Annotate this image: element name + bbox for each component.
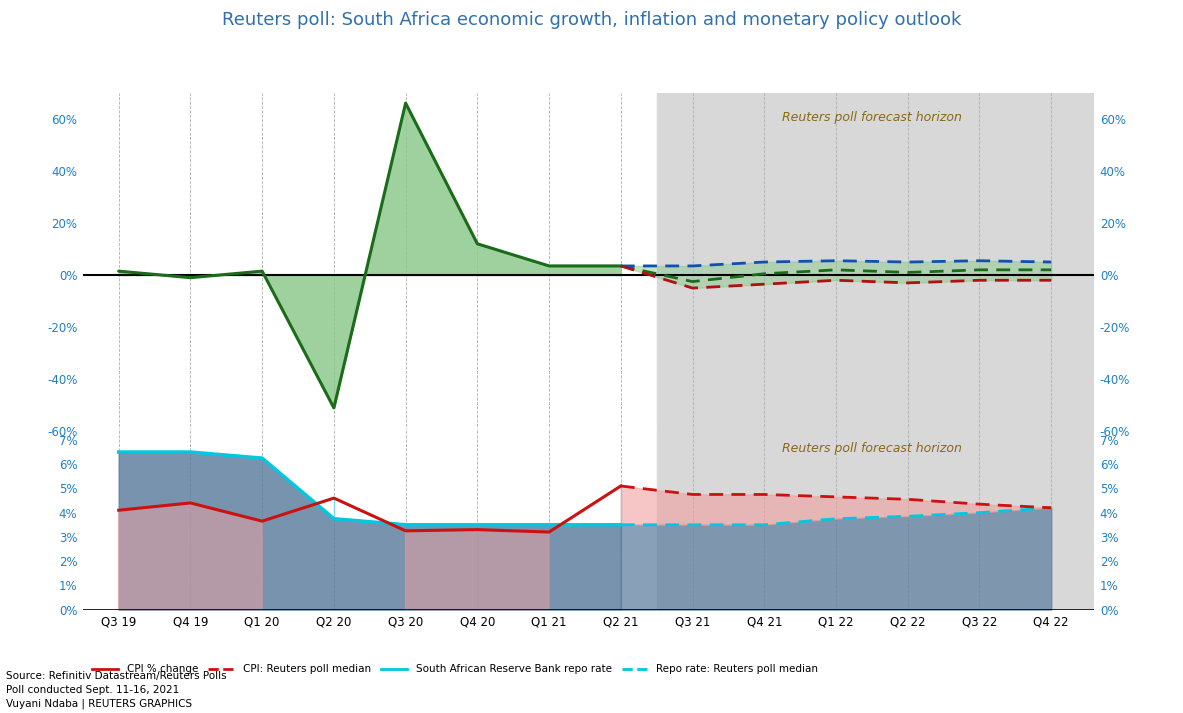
Bar: [657, 93, 1094, 431]
Text: Reuters poll forecast horizon: Reuters poll forecast horizon: [782, 111, 962, 124]
Text: Source: Refinitiv Datastream/Reuters Polls
Poll conducted Sept. 11-16, 2021
Vuya: Source: Refinitiv Datastream/Reuters Pol…: [6, 671, 226, 709]
Text: Reuters poll forecast horizon: Reuters poll forecast horizon: [782, 442, 962, 456]
Text: Reuters poll: South Africa economic growth, inflation and monetary policy outloo: Reuters poll: South Africa economic grow…: [222, 11, 961, 29]
Bar: [657, 428, 1094, 610]
Legend: Real GDP seasonally adjusted annualised rate % change, Median forecast, Maximum : Real GDP seasonally adjusted annualised …: [88, 498, 834, 516]
Legend: CPI % change, CPI: Reuters poll median, South African Reserve Bank repo rate, Re: CPI % change, CPI: Reuters poll median, …: [88, 660, 822, 679]
